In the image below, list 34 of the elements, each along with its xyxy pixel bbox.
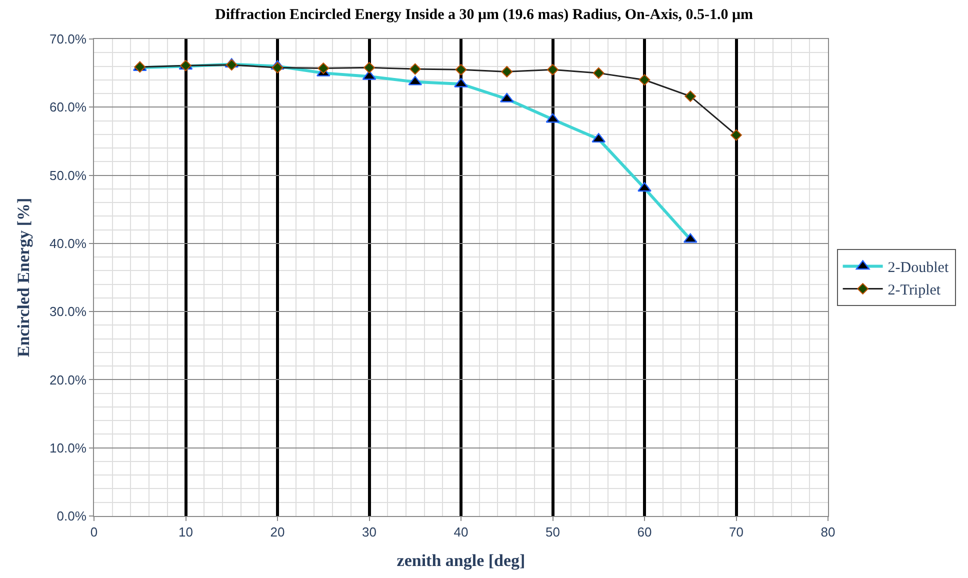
legend-label: 2-Triplet <box>888 282 942 299</box>
point <box>272 62 284 74</box>
point <box>364 62 375 74</box>
y-tick-label: 10.0% <box>50 440 87 456</box>
point <box>501 66 513 78</box>
point <box>455 64 467 76</box>
x-tick-label: 50 <box>546 524 560 540</box>
x-tick-label: 10 <box>178 524 193 540</box>
y-tick-label: 20.0% <box>50 372 87 388</box>
legend-label: 2-Doublet <box>888 260 950 276</box>
x-tick-label: 70 <box>729 524 744 540</box>
y-tick-label: 30.0% <box>50 304 87 320</box>
point <box>684 90 696 102</box>
y-axis-title: Encircled Energy [%] <box>14 198 34 358</box>
point <box>592 67 604 79</box>
y-tick-label: 0.0% <box>56 508 87 524</box>
x-tick-label: 30 <box>362 524 376 540</box>
point <box>409 63 421 75</box>
y-tick-label: 60.0% <box>50 100 87 115</box>
x-tick-label: 80 <box>820 524 836 540</box>
x-tick-label: 40 <box>454 524 468 540</box>
x-axis-title: zenith angle [deg] <box>396 551 526 570</box>
x-tick-label: 0 <box>90 524 98 540</box>
x-tick-label: 60 <box>637 524 652 540</box>
point <box>226 59 238 71</box>
point <box>730 129 742 141</box>
y-tick-label: 70.0% <box>50 32 87 47</box>
chart-title: Diffraction Encircled Energy Inside a 30 μm (19.6 mas) Radius, On-Axis, 0.5-1.0 μm <box>215 7 754 24</box>
point <box>547 64 558 76</box>
y-tick-label: 40.0% <box>50 236 87 251</box>
point <box>318 62 330 74</box>
y-tick-label: 50.0% <box>50 168 87 183</box>
x-tick-label: 20 <box>270 524 285 540</box>
point <box>638 74 650 86</box>
